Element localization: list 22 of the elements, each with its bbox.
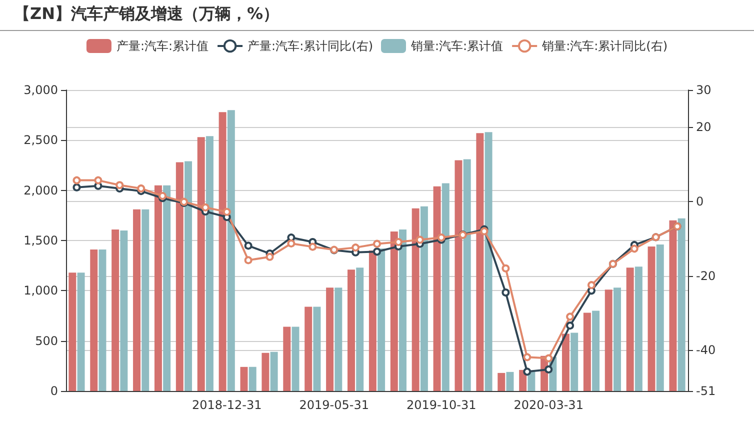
- legend-label: 产量:汽车:累计同比(右): [248, 39, 374, 53]
- y2-tick-label: 30: [696, 83, 712, 97]
- y-tick-label: 1,000: [24, 284, 58, 298]
- y-tick-label: 500: [35, 334, 58, 348]
- y2-tick-label: 20: [696, 120, 712, 134]
- y2-tick-label: 0: [696, 194, 704, 208]
- x-tick-label: 2019-05-31: [299, 398, 369, 412]
- y2-tick-label: -40: [696, 343, 716, 358]
- y-tick-label: 1,500: [24, 234, 58, 248]
- y-tick-label: 2,500: [24, 133, 58, 148]
- legend-label: 销量:汽车:累计同比(右): [541, 39, 668, 53]
- chart-title: 【ZN】汽车产销及增速（万辆，%）: [14, 4, 280, 25]
- x-tick-label: 2020-03-31: [514, 398, 584, 412]
- x-tick-label: 2018-12-31: [192, 398, 262, 412]
- x-tick-label: 2019-10-31: [406, 398, 476, 412]
- y-tick-label: 2,000: [24, 183, 58, 198]
- y-tick-label: 0: [50, 384, 58, 398]
- y2-tick-label: -20: [696, 268, 716, 283]
- y-tick-label: 3,000: [24, 83, 58, 97]
- legend-label: 产量:汽车:累计值: [116, 39, 209, 53]
- y2-tick-label: -51: [696, 384, 716, 398]
- legend-label: 销量:汽车:累计值: [410, 39, 504, 53]
